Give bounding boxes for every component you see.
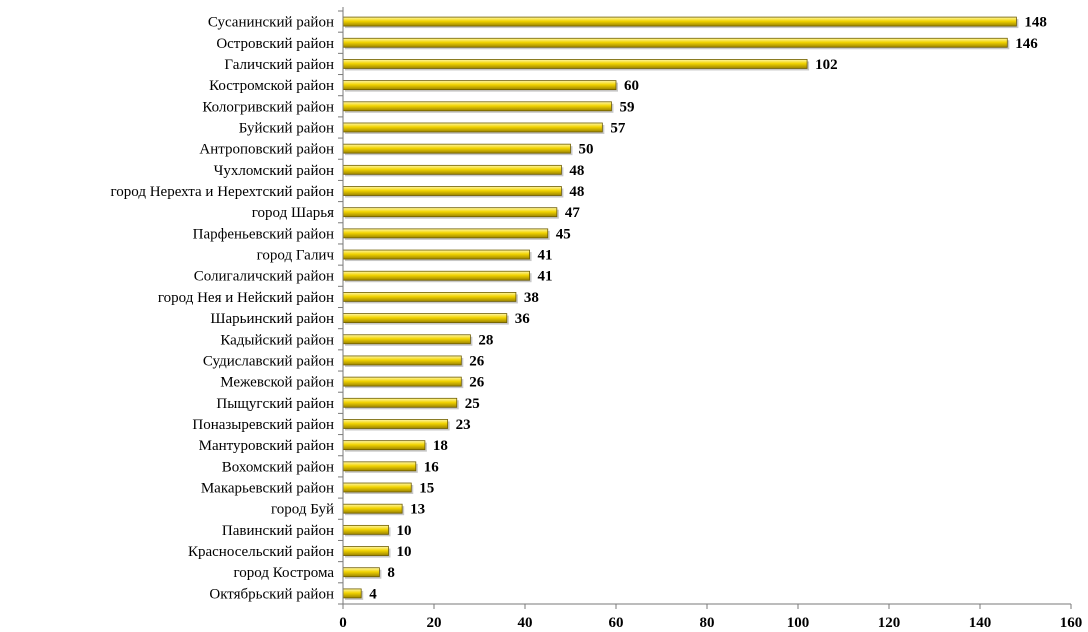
x-tick-label: 160 [1060, 615, 1083, 631]
bar [342, 503, 403, 514]
value-label: 13 [410, 502, 425, 518]
category-label: Сусанинский район [208, 15, 334, 31]
category-label: Октябрьский район [209, 586, 334, 602]
bar [342, 249, 530, 260]
category-label: Межевской район [220, 375, 334, 391]
bar [342, 164, 562, 175]
category-label: Судиславский район [203, 353, 334, 369]
bar [342, 355, 462, 366]
value-label: 28 [478, 332, 493, 348]
value-label: 16 [424, 459, 440, 475]
bar [342, 143, 571, 154]
bar [342, 440, 426, 451]
category-label: Шарьинский район [210, 311, 334, 327]
value-label: 26 [469, 353, 485, 369]
value-labels: 1481461026059575048484745414138362826262… [369, 15, 1047, 603]
category-label: Макарьевский район [201, 481, 334, 497]
value-label: 102 [815, 57, 838, 73]
value-label: 18 [433, 438, 448, 454]
category-label: Солигаличский район [194, 269, 334, 285]
value-label: 45 [556, 226, 571, 242]
category-label: Павинский район [222, 523, 334, 539]
category-label: город Нея и Нейский район [158, 290, 334, 306]
value-label: 10 [397, 523, 412, 539]
bar [342, 37, 1008, 48]
value-label: 15 [419, 481, 434, 497]
category-label: город Кострома [233, 565, 334, 581]
category-label: Кадыйский район [220, 332, 334, 348]
bar [342, 588, 362, 599]
category-label: Вохомский район [222, 459, 334, 475]
value-label: 59 [619, 99, 634, 115]
value-label: 8 [387, 565, 395, 581]
value-label: 23 [456, 417, 471, 433]
bars-layer [342, 16, 1019, 600]
axes: 0 20 40 60 80 100 120 140 160 [338, 7, 1082, 631]
bar [342, 419, 449, 429]
category-label: город Буй [271, 502, 334, 518]
value-label: 148 [1024, 15, 1047, 31]
value-label: 48 [569, 184, 584, 200]
x-tick-label: 40 [518, 615, 533, 631]
bar [342, 16, 1017, 27]
category-label: Буйский район [239, 120, 334, 136]
value-label: 36 [515, 311, 531, 327]
bar [342, 228, 549, 239]
x-tick-label: 80 [700, 615, 715, 631]
bar [342, 397, 458, 408]
category-label: город Галич [257, 248, 335, 264]
bar [342, 461, 417, 472]
bar [342, 313, 508, 323]
category-label: город Нерехта и Нерехтский район [110, 184, 334, 200]
category-label: Поназыревский район [192, 417, 334, 433]
value-label: 41 [538, 248, 553, 264]
value-label: 4 [369, 586, 377, 602]
category-label: Красносельский район [188, 544, 334, 560]
category-label: Галичский район [224, 57, 334, 73]
bar [342, 59, 808, 69]
x-tick-label: 140 [969, 615, 992, 631]
x-tick-label: 20 [427, 615, 442, 631]
bar [342, 292, 517, 302]
value-label: 57 [610, 120, 626, 136]
bar [342, 524, 389, 535]
bar [342, 186, 562, 196]
value-label: 50 [579, 142, 594, 158]
category-label: Костромской район [209, 78, 334, 94]
category-label: Пыщугский район [216, 396, 334, 412]
value-label: 38 [524, 290, 539, 306]
bar [342, 482, 412, 493]
bar [342, 270, 530, 281]
value-label: 10 [397, 544, 412, 560]
bar [342, 122, 603, 133]
category-label: Островский район [216, 36, 334, 52]
category-label: Кологривский район [202, 99, 334, 115]
bar [342, 80, 617, 91]
value-label: 26 [469, 375, 485, 391]
bar [342, 567, 380, 578]
x-tick-label: 100 [787, 615, 810, 631]
value-label: 25 [465, 396, 480, 412]
x-tick-label: 60 [609, 615, 624, 631]
category-label: Парфеньевский район [193, 226, 334, 242]
bar [342, 376, 462, 387]
x-tick-label: 0 [339, 615, 347, 631]
bar [342, 546, 389, 556]
value-label: 60 [624, 78, 639, 94]
value-label: 48 [569, 163, 584, 179]
value-label: 41 [538, 269, 553, 285]
category-label: Антроповский район [199, 142, 334, 158]
x-tick-label: 120 [878, 615, 901, 631]
category-label: Чухломский район [214, 163, 334, 179]
category-label: Мантуровский район [199, 438, 334, 454]
category-labels: Сусанинский район Островский район Галичск… [110, 15, 334, 603]
value-label: 47 [565, 205, 581, 221]
bar [342, 334, 471, 345]
category-label: город Шарья [252, 205, 334, 221]
value-label: 146 [1015, 36, 1038, 52]
bar [342, 101, 612, 112]
bar [342, 207, 558, 218]
